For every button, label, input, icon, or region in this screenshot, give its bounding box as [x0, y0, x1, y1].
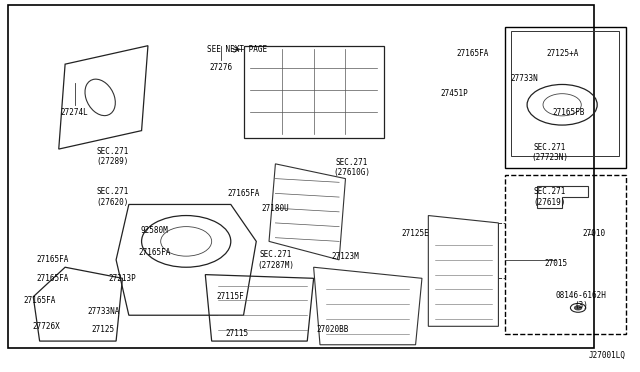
Text: 27115: 27115	[225, 329, 249, 338]
Text: 27125: 27125	[92, 326, 115, 334]
Circle shape	[574, 306, 582, 310]
Text: 08146-6162H
(3): 08146-6162H (3)	[556, 291, 607, 310]
Text: 27213P: 27213P	[109, 274, 136, 283]
Text: 27733NA: 27733NA	[87, 307, 120, 316]
Text: SEC.271
(27620): SEC.271 (27620)	[97, 187, 129, 207]
Text: 27276: 27276	[210, 63, 233, 72]
Text: J27001LQ: J27001LQ	[588, 351, 625, 360]
Text: 27165FA: 27165FA	[24, 296, 56, 305]
Text: 27020BB: 27020BB	[317, 326, 349, 334]
Text: SEC.271
(27287M): SEC.271 (27287M)	[257, 250, 294, 270]
Text: SEC.271
(27723N): SEC.271 (27723N)	[531, 143, 568, 163]
Text: 27726X: 27726X	[32, 322, 60, 331]
Text: 27165FA: 27165FA	[36, 274, 68, 283]
Text: 27180U: 27180U	[262, 203, 289, 213]
Text: 27165FB: 27165FB	[552, 108, 585, 117]
Text: SEE NEXT PAGE: SEE NEXT PAGE	[207, 45, 268, 54]
Text: 27115F: 27115F	[217, 292, 244, 301]
Text: 27015: 27015	[544, 259, 567, 268]
Text: SEC.271
(27610G): SEC.271 (27610G)	[333, 158, 371, 177]
Text: 27010: 27010	[582, 230, 605, 238]
Text: 27165FA: 27165FA	[138, 248, 170, 257]
Text: 27451P: 27451P	[440, 89, 468, 98]
Bar	[505, 27, 626, 167]
Text: 27165FA: 27165FA	[36, 255, 68, 264]
Text: 27274L: 27274L	[61, 108, 88, 117]
Text: 27125+A: 27125+A	[546, 49, 579, 58]
Text: 92580M: 92580M	[140, 226, 168, 235]
Text: SEC.271
(27619): SEC.271 (27619)	[533, 187, 566, 207]
Text: 27733N: 27733N	[510, 74, 538, 83]
Text: 27123M: 27123M	[332, 251, 360, 261]
Bar	[505, 175, 626, 334]
Text: SEC.271
(27289): SEC.271 (27289)	[97, 147, 129, 166]
Text: 27165FA: 27165FA	[227, 189, 260, 198]
Text: 27125E: 27125E	[402, 230, 429, 238]
Text: 27165FA: 27165FA	[457, 49, 489, 58]
